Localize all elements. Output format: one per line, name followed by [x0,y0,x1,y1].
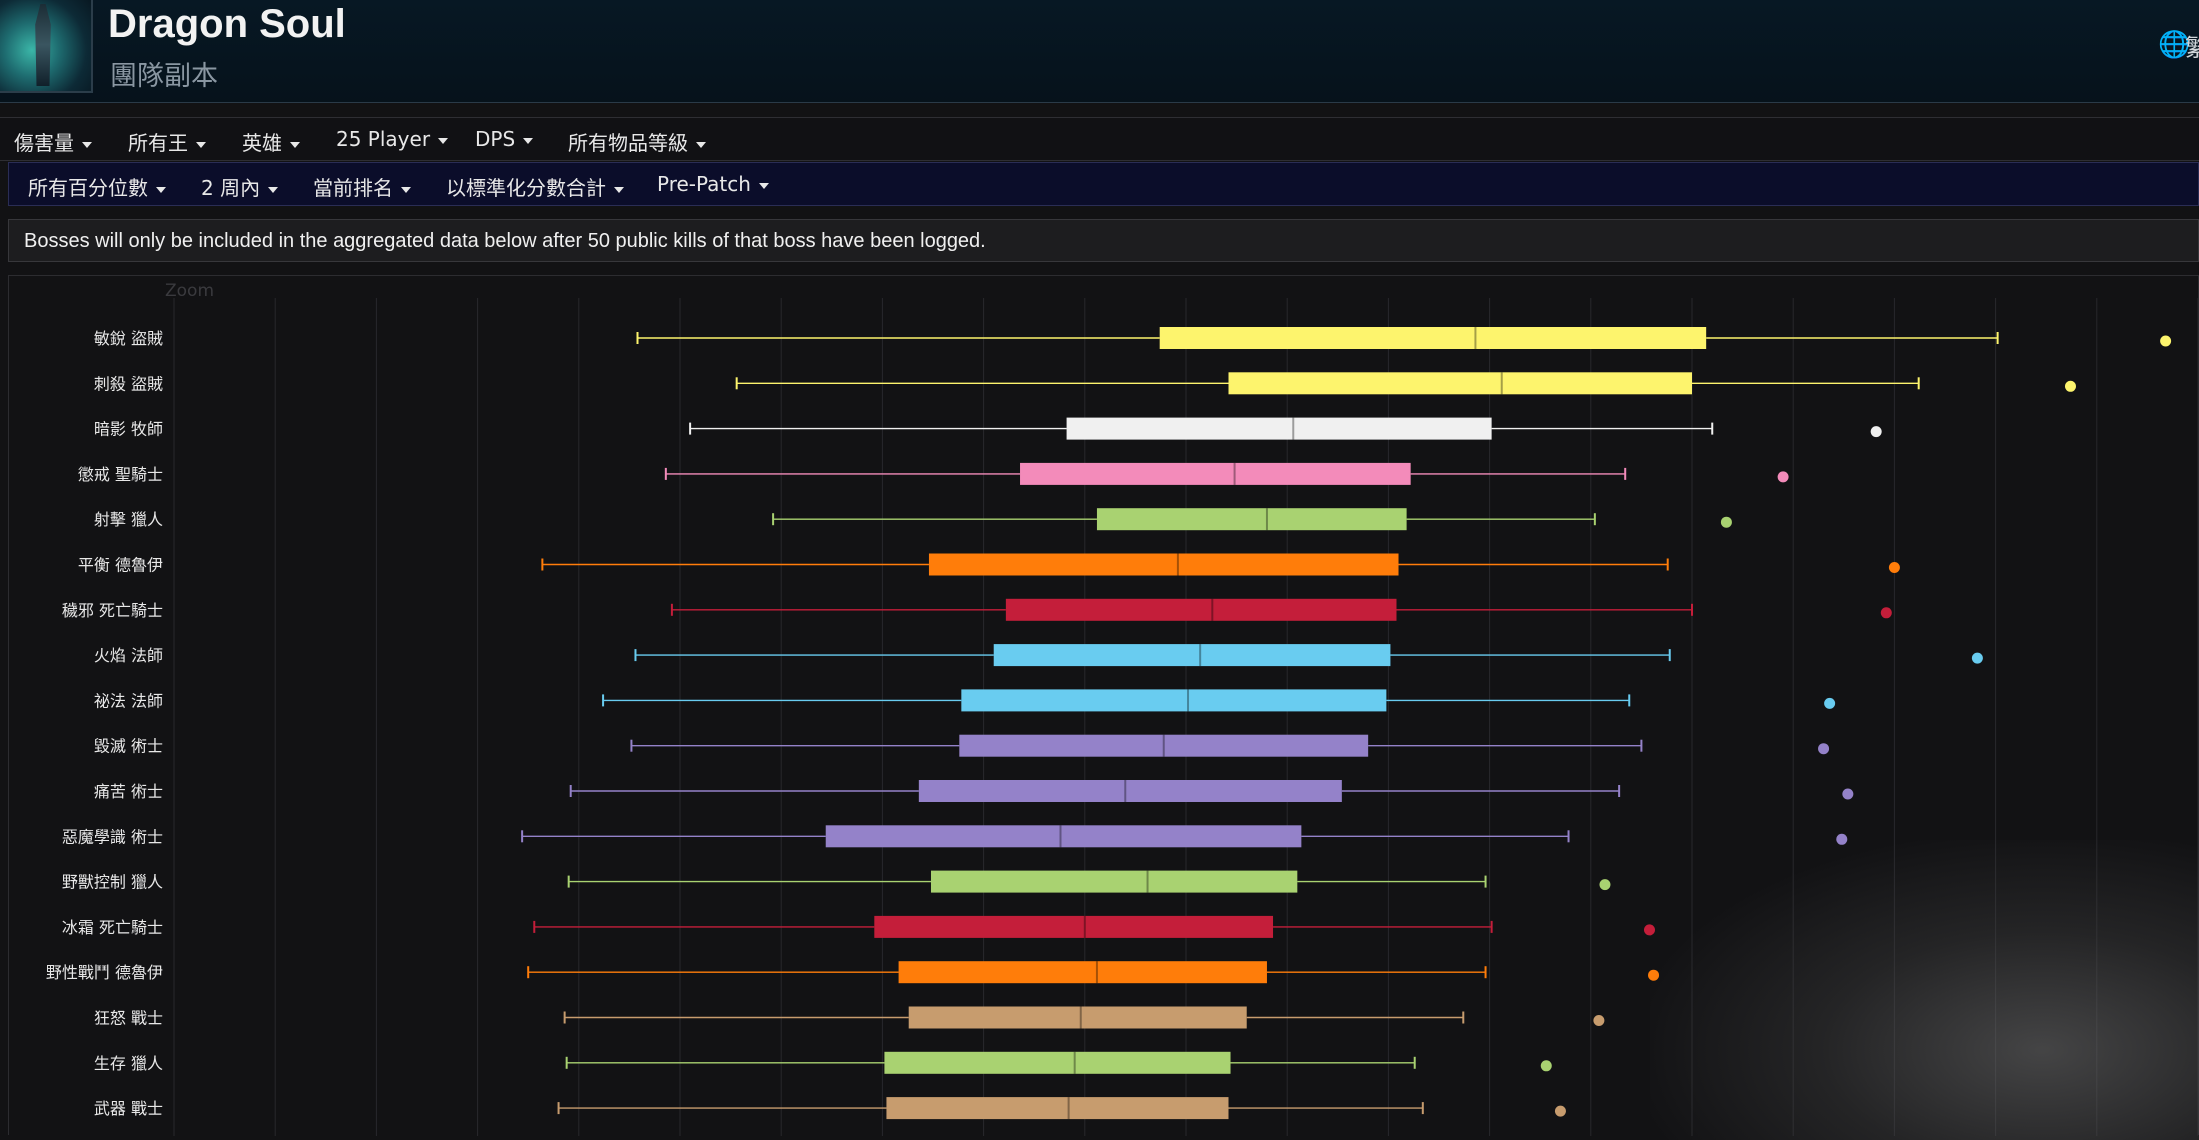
box [993,644,1391,667]
outlier-point [2160,335,2172,347]
y-tick-label: 野獸控制 獵人 [62,873,163,892]
outlier-point [1971,652,1983,664]
filter-item-level-label: 所有物品等級 [568,131,688,155]
box [1020,462,1411,485]
outlier-point [1777,471,1789,483]
zone-title: Dragon Soul [108,2,346,46]
y-tick-label: 痛苦 術士 [94,782,163,801]
y-tick-label: 毀滅 術士 [94,737,163,756]
zone-subtitle: 團隊副本 [110,61,218,92]
chevron-down-icon [696,141,706,148]
filter-patch[interactable]: Pre-Patch [657,172,769,196]
box [874,915,1274,938]
y-tick-label: 敏銳 盜賊 [94,329,163,348]
outlier-point [1888,562,1900,573]
filter-difficulty-label: 英雄 [242,131,282,155]
filter-aggregation[interactable]: 以標準化分數合計 [446,172,624,201]
y-tick-label: 惡魔學識 術士 [62,827,163,846]
language-selector[interactable]: 繁 [2185,34,2199,62]
box [959,734,1369,757]
filter-boss-label: 所有王 [128,131,188,155]
box [1096,508,1407,531]
outlier-point [1818,743,1830,755]
chevron-down-icon [438,137,449,144]
filter-role[interactable]: DPS [475,127,534,151]
box [884,1051,1231,1074]
filter-role-label: DPS [475,127,516,151]
y-tick-label: 穢邪 死亡騎士 [62,601,163,620]
box [961,689,1387,712]
y-tick-label: 祕法 法師 [94,691,163,710]
outlier-point [2064,380,2076,392]
outlier-point [1824,697,1836,709]
y-tick-label: 冰霜 死亡騎士 [62,918,163,937]
filter-difficulty[interactable]: 英雄 [242,127,300,156]
chevron-down-icon [290,141,300,148]
box [928,553,1399,576]
filter-percentile[interactable]: 所有百分位數 [28,172,166,201]
filter-size-label: 25 Player [336,127,431,151]
chevron-down-icon [758,182,769,189]
chevron-down-icon [401,186,411,193]
filter-metric-label: 傷害量 [14,131,74,155]
y-tick-label: 射擊 獵人 [94,510,163,529]
filter-patch-label: Pre-Patch [657,172,751,196]
filter-percentile-label: 所有百分位數 [28,176,148,200]
chevron-down-icon [614,186,624,193]
chevron-down-icon [268,186,279,193]
chevron-down-icon [523,137,534,144]
box [930,870,1298,893]
box [908,1006,1247,1029]
y-tick-label: 武器 戰士 [94,1099,163,1118]
box [1066,417,1492,440]
filter-timeframe-label: 2 周內 [201,176,261,200]
zoom-label[interactable]: Zoom [165,281,215,301]
globe-icon[interactable]: 🌐 [2158,30,2191,60]
box [886,1097,1229,1120]
outlier-point [1643,924,1655,936]
zone-image [0,0,93,93]
zone-header: Dragon Soul 團隊副本 🌐 繁 [0,0,2199,103]
filter-boss[interactable]: 所有王 [128,127,206,156]
box [1159,327,1707,349]
y-tick-label: 懲戒 聖騎士 [78,465,163,484]
filter-metric[interactable]: 傷害量 [14,127,92,156]
y-tick-label: 狂怒 戰士 [94,1009,163,1028]
chevron-down-icon [156,186,166,193]
aggregation-notice: Bosses will only be included in the aggr… [8,219,2199,262]
outlier-point [1880,607,1892,619]
outlier-point [1720,516,1732,528]
box [1228,372,1692,395]
y-tick-label: 火焰 法師 [94,646,163,665]
outlier-point [1599,879,1611,891]
filter-aggregation-label: 以標準化分數合計 [446,176,606,200]
outlier-point [1836,833,1848,845]
outlier-point [1648,969,1660,981]
filter-ranking[interactable]: 當前排名 [313,172,411,201]
outlier-point [1593,1015,1605,1026]
filter-bar-primary: 傷害量 所有王 英雄 25 Player DPS 所有物品等級 [0,117,2199,161]
boxplot-chart: 敏銳 盜賊刺殺 盜賊暗影 牧師懲戒 聖騎士射擊 獵人平衡 德魯伊穢邪 死亡騎士火… [8,275,2199,1136]
outlier-point [1540,1060,1552,1072]
filter-bar-secondary: 所有百分位數 2 周內 當前排名 以標準化分數合計 Pre-Patch [8,162,2199,206]
filter-size[interactable]: 25 Player [336,127,449,151]
y-tick-label: 平衡 德魯伊 [78,556,163,575]
outlier-point [1842,788,1854,800]
chevron-down-icon [82,141,92,148]
filter-ranking-label: 當前排名 [313,176,393,200]
y-tick-label: 刺殺 盜賊 [94,374,163,393]
y-tick-label: 暗影 牧師 [94,420,163,439]
filter-item-level[interactable]: 所有物品等級 [568,127,706,156]
box [898,961,1267,984]
outlier-point [1870,426,1882,438]
outlier-point [1554,1105,1566,1117]
box [825,825,1302,848]
y-tick-label: 野性戰鬥 德魯伊 [46,963,163,982]
box [1005,598,1397,621]
chevron-down-icon [196,141,206,148]
box [918,780,1342,802]
filter-timeframe[interactable]: 2 周內 [201,172,279,201]
y-tick-label: 生存 獵人 [94,1054,163,1073]
